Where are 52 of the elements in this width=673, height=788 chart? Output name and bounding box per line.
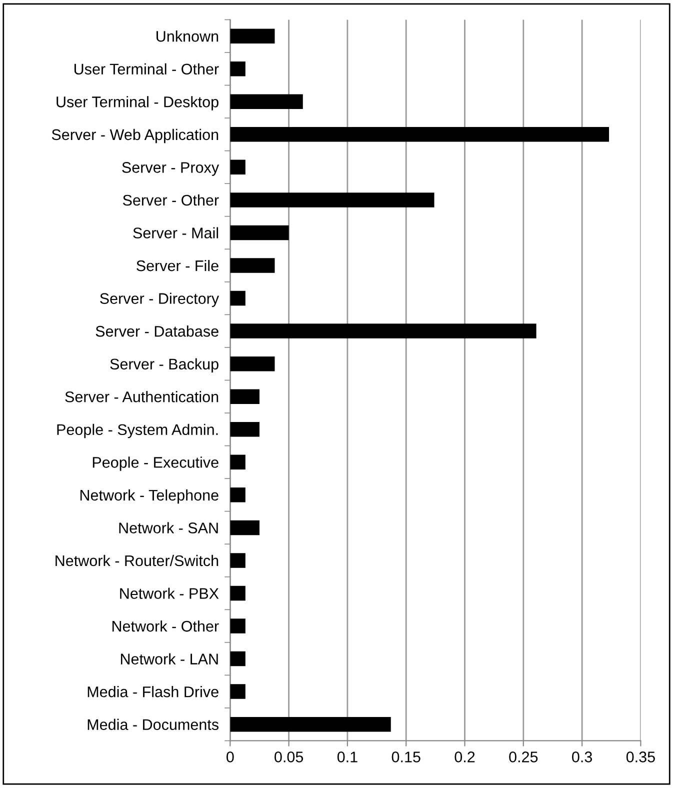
y-tick-label: People - System Admin. (57, 424, 218, 438)
bar (230, 716, 391, 732)
y-tick-label: Network - LAN (120, 653, 218, 664)
y-tick-label: People - Executive (92, 456, 218, 471)
bar (230, 61, 246, 76)
bar (230, 618, 246, 634)
y-tick-label: Server - Authentication (65, 391, 218, 402)
bar (230, 127, 610, 142)
y-tick-label: Server - File (136, 260, 218, 272)
y-tick-label: Media - Documents (88, 718, 219, 730)
x-tick-label: 0.15 (392, 752, 420, 762)
bar (230, 684, 246, 699)
x-tick-label: 0.1 (337, 752, 358, 762)
bar (230, 389, 260, 404)
y-tick-label: Server - Proxy (122, 162, 220, 176)
bar (230, 488, 246, 502)
x-tick-label: 0.35 (626, 752, 655, 762)
x-tick-label: 0.2 (454, 752, 475, 762)
bar (230, 324, 536, 338)
bar (230, 28, 275, 44)
bar (230, 422, 260, 437)
y-tick-label: Network - SAN (119, 522, 218, 534)
y-tick-label: Network - PBX (120, 588, 219, 599)
y-tick-label: Network - Router/Switch (56, 554, 218, 566)
bar (230, 225, 289, 240)
bar (230, 94, 303, 110)
bar (230, 290, 246, 306)
bar (230, 651, 246, 666)
y-tick-label: User Terminal - Other (74, 63, 219, 75)
bar (230, 160, 246, 175)
y-tick-label: Network - Other (112, 620, 219, 632)
y-tick-label: Server - Directory (100, 292, 220, 307)
y-tick-label: Server - Other (122, 194, 219, 206)
y-tick-label: Server - Backup (110, 358, 218, 373)
y-tick-label: User Terminal - Desktop (56, 96, 218, 110)
y-tick-label: Unknown (156, 30, 218, 42)
y-tick-label: Media - Flash Drive (88, 686, 218, 698)
bar (230, 454, 246, 470)
bar (230, 553, 246, 568)
x-tick-label: 0.05 (274, 752, 304, 762)
bar (230, 586, 246, 601)
x-tick-label: 0 (226, 752, 234, 762)
bar (230, 520, 260, 536)
bar (230, 192, 434, 208)
bar (230, 356, 275, 372)
x-tick-label: 0.3 (572, 752, 592, 762)
x-tick-label: 0.25 (509, 752, 538, 762)
y-tick-label: Server - Web Application (52, 128, 218, 144)
y-tick-label: Server - Mail (133, 227, 218, 238)
y-tick-label: Server - Database (96, 326, 218, 337)
y-tick-label: Network - Telephone (80, 489, 218, 504)
bar (230, 258, 275, 273)
